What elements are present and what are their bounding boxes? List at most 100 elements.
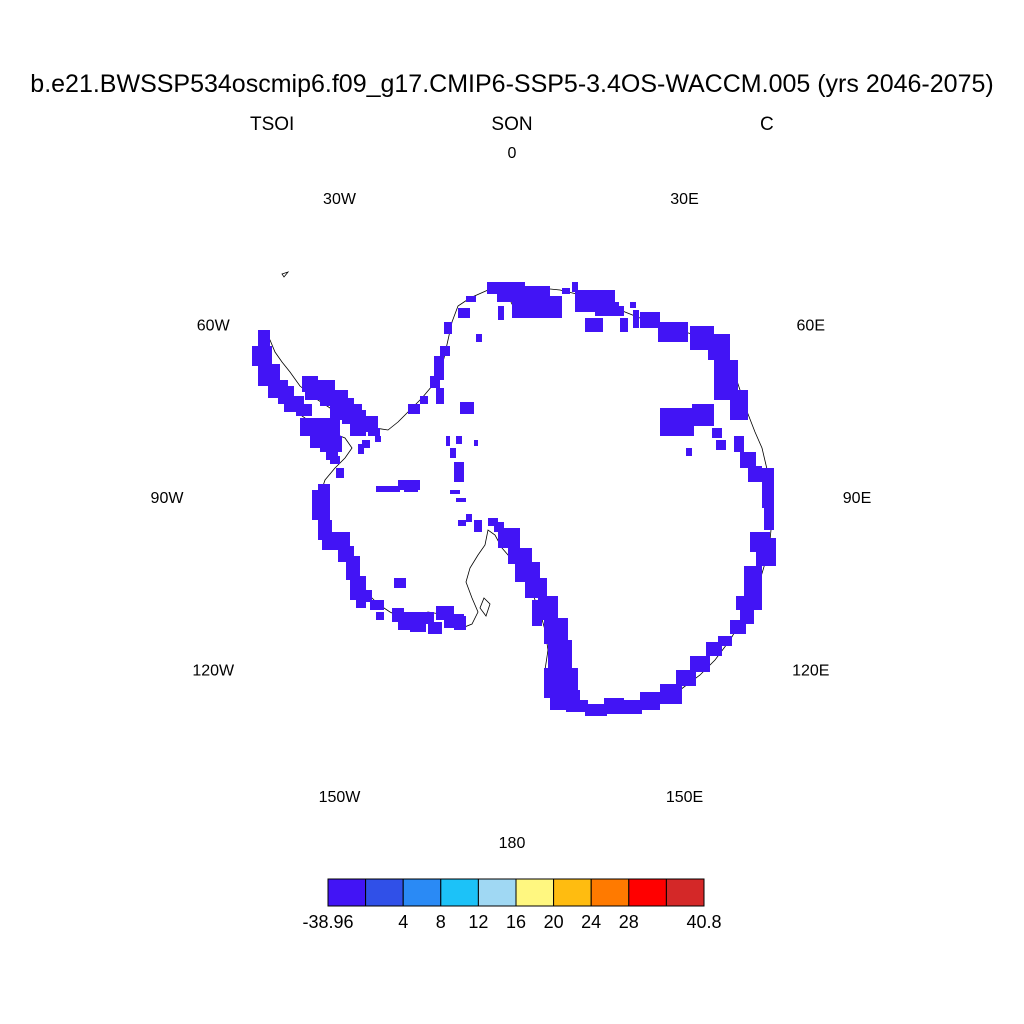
colorbar-swatch [553, 878, 592, 907]
data-cell [744, 566, 762, 598]
data-cell [544, 668, 578, 698]
data-cell [736, 596, 762, 610]
data-cell [498, 306, 504, 320]
colorbar-tick-label: 20 [544, 912, 564, 932]
data-cell [394, 578, 406, 588]
data-cell [444, 322, 452, 334]
data-cell [356, 600, 366, 608]
data-cell [686, 448, 692, 456]
main-title: b.e21.BWSSP534oscmip6.f09_g17.CMIP6-SSP5… [30, 70, 994, 98]
data-cell [346, 556, 360, 580]
data-cell [358, 590, 372, 602]
colorbar-swatch [477, 878, 517, 907]
data-cell [630, 302, 636, 308]
data-cell [730, 620, 746, 634]
data-cell [358, 444, 364, 454]
colorbar-tick-label: 8 [436, 912, 446, 932]
data-cell [408, 404, 420, 414]
data-cell [456, 498, 466, 502]
data-cell [375, 436, 381, 442]
longitude-label: 150W [319, 789, 362, 806]
colorbar-swatch [515, 878, 555, 907]
data-cell [420, 612, 434, 624]
data-cell [370, 600, 384, 610]
data-cell [633, 310, 639, 328]
data-cell [336, 468, 344, 478]
variable-label: TSOI [250, 114, 295, 135]
data-cell [748, 466, 762, 482]
data-cell [332, 532, 350, 546]
data-cell [572, 282, 578, 292]
longitude-label: 30W [323, 191, 357, 208]
data-cell [430, 376, 440, 388]
data-cell [487, 282, 525, 294]
data-cell [676, 670, 696, 686]
colorbar-tick-label: 40.8 [686, 912, 721, 932]
longitude-label: 60W [197, 318, 231, 335]
data-cell [690, 656, 710, 672]
data-cell [718, 636, 732, 646]
data-cell [362, 440, 370, 448]
data-cell [398, 480, 420, 490]
colorbar-swatch [402, 878, 442, 907]
data-cell [420, 396, 428, 404]
data-cell [476, 334, 482, 342]
data-cell [712, 428, 722, 438]
data-cell [532, 600, 542, 626]
data-cell [450, 448, 456, 458]
data-cell [548, 640, 572, 668]
data-cell [544, 618, 568, 644]
data-cell [658, 322, 688, 342]
data-cell [604, 698, 624, 714]
data-cell [460, 402, 474, 414]
data-cell [368, 428, 380, 436]
data-cell [474, 440, 478, 446]
data-cell [762, 468, 774, 508]
data-cell [716, 440, 726, 450]
data-cell [620, 700, 642, 714]
data-cell [756, 538, 776, 566]
data-cell [440, 346, 450, 356]
longitude-labels: 0 30E 60E 90E 120E 150E 180 150W 120W 90W 60W 30W [151, 145, 872, 852]
data-cell [446, 436, 450, 446]
data-cell [585, 318, 603, 332]
colorbar: -38.96 4 8 12 16 20 24 28 40.8 [302, 878, 722, 932]
colorbar-swatch [665, 878, 705, 907]
data-cell [434, 356, 444, 380]
data-cell [458, 520, 466, 526]
data-cell [660, 408, 694, 436]
data-cell [498, 528, 520, 548]
data-cell [734, 436, 744, 452]
colorbar-swatch [590, 878, 630, 907]
data-cell [764, 508, 774, 530]
longitude-label: 30E [670, 191, 698, 208]
data-cell [740, 452, 756, 468]
data-cell [585, 704, 607, 716]
data-cell [610, 306, 624, 316]
colorbar-tick-label: 28 [619, 912, 639, 932]
longitude-label: 90W [151, 490, 185, 507]
data-cell [436, 388, 444, 404]
data-cell [458, 308, 470, 318]
data-cell [497, 294, 521, 302]
data-cell [376, 486, 400, 492]
longitude-label: 90E [843, 490, 871, 507]
colorbar-tick-label: 16 [506, 912, 526, 932]
colorbar-tick-label: 12 [468, 912, 488, 932]
data-cell [512, 296, 562, 318]
colorbar-swatch [365, 878, 404, 907]
data-cell [428, 622, 442, 634]
data-cell [620, 318, 628, 332]
data-cell [640, 312, 660, 328]
data-cell [706, 642, 722, 656]
data-cell [508, 548, 532, 564]
longitude-label: 120W [192, 663, 235, 680]
data-cell [525, 578, 547, 598]
data-cell [456, 436, 462, 444]
data-cell [466, 296, 476, 302]
data-cell [520, 286, 550, 298]
data-cell [404, 486, 418, 492]
longitude-label: 60E [797, 318, 825, 335]
data-cell [318, 520, 332, 540]
